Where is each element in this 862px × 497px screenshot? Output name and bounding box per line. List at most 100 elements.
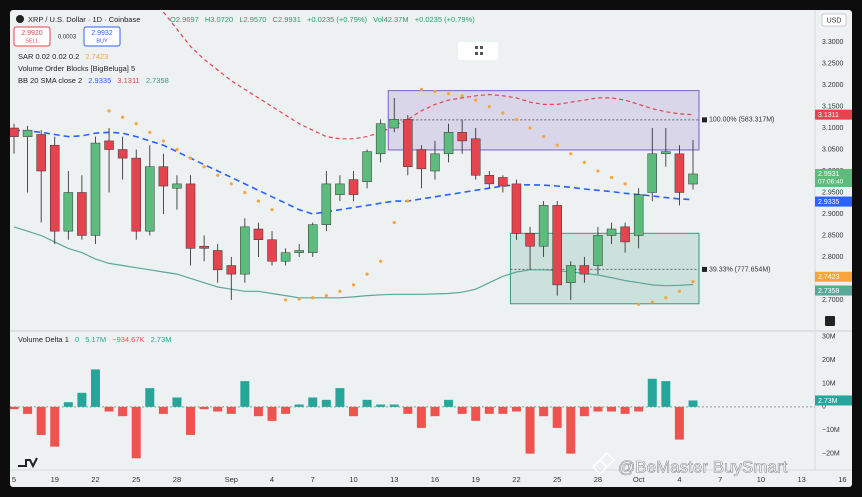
sar-dot <box>148 130 152 134</box>
volume-delta-bar <box>403 406 413 414</box>
candle-body <box>525 233 535 247</box>
volume-delta-bar <box>281 406 291 414</box>
volume-delta-bar <box>661 381 671 407</box>
volume-delta-bar <box>511 406 521 412</box>
volume-delta-bar <box>213 406 223 412</box>
stat: +0.0235 (+0.79%) <box>307 15 368 24</box>
stat: H3.0720 <box>205 15 233 24</box>
auto-scale-button[interactable] <box>825 316 835 326</box>
x-tick-label: 19 <box>472 475 480 484</box>
volume-delta-bar <box>416 406 426 428</box>
x-tick-label: 22 <box>91 475 99 484</box>
legend-value: 0 <box>75 335 79 344</box>
sar-dot <box>216 173 220 177</box>
candle-body <box>457 132 467 142</box>
y-tick-label: 3.2000 <box>822 82 844 89</box>
currency[interactable]: USD <box>827 17 842 24</box>
sell-button[interactable] <box>13 26 51 47</box>
sar-dot <box>392 220 396 225</box>
y-tick-label: 20M <box>822 357 836 364</box>
currency-button[interactable] <box>821 13 847 27</box>
ohlc-header: O2.9697 H3.0720 L2.9570 C2.9931 +0.0235 … <box>170 15 475 24</box>
y-tick-label: 10M <box>822 380 836 387</box>
sell-label[interactable]: SELL <box>25 38 38 44</box>
candle-body <box>321 183 332 225</box>
volume-delta-bar <box>226 406 236 414</box>
y-tick-label: 3.2500 <box>822 60 844 67</box>
watermark-logo <box>591 451 616 476</box>
sar-dot <box>460 94 464 98</box>
y-tick-label: 2.7000 <box>822 297 844 304</box>
sar-dot <box>582 160 586 165</box>
buy-price[interactable]: 2.9932 <box>91 30 113 37</box>
volume-delta-bar <box>552 406 562 428</box>
volume-delta-bar <box>321 399 331 407</box>
object-tree-button[interactable] <box>458 42 498 60</box>
volume-delta-bar <box>118 406 128 417</box>
volume-delta-bar <box>172 397 182 407</box>
volume-delta-bar <box>335 388 345 407</box>
candle-body <box>430 153 440 172</box>
sar-dot <box>474 98 478 102</box>
level-marker <box>702 117 707 123</box>
x-tick-label: 16 <box>838 475 846 484</box>
coin-icon <box>16 15 24 23</box>
candle-body <box>511 183 522 234</box>
sell-price[interactable]: 2.9920 <box>21 30 43 37</box>
band-line <box>13 129 694 215</box>
y-tick-label: 2.8500 <box>822 232 844 239</box>
candle-body <box>90 142 101 236</box>
volume-delta-bar <box>688 400 698 407</box>
volume-delta-bar <box>498 406 508 414</box>
volume-delta-bar <box>199 406 209 410</box>
sar-dot <box>297 297 301 301</box>
candle-body <box>633 194 644 236</box>
volume-delta-bar <box>10 406 19 410</box>
candle-body <box>647 153 658 193</box>
stat: O2.9697 <box>170 15 199 24</box>
sar-dot <box>161 139 165 143</box>
sar-dot <box>202 165 206 169</box>
candle-body <box>185 183 196 249</box>
tv-logo <box>18 457 38 469</box>
y-tick-label: 2.8000 <box>822 254 844 261</box>
volume-delta-bar <box>593 406 603 412</box>
volume-delta-bar <box>349 406 358 417</box>
volume-delta-bar <box>620 406 630 414</box>
sar-dot <box>134 122 138 126</box>
upper-badge-label: 3.1311 <box>818 112 839 119</box>
x-tick-label: 10 <box>349 475 357 484</box>
candle-body <box>226 265 237 275</box>
buy-button[interactable] <box>83 26 121 47</box>
volume-delta-bar <box>579 406 589 417</box>
volume-delta-bar <box>90 369 100 407</box>
candle-body <box>498 177 508 187</box>
volume-delta-bar <box>23 406 33 414</box>
volume-delta-bar <box>77 392 87 407</box>
y-tick-label: 30M <box>822 334 836 341</box>
legend-value: 2.7423 <box>85 52 108 61</box>
basis-badge <box>815 196 852 207</box>
order-block <box>509 232 700 305</box>
x-tick-label: 13 <box>390 475 398 484</box>
candle-body <box>49 144 60 232</box>
y-tick-label: 3.1500 <box>822 103 844 110</box>
x-tick-label: 4 <box>677 475 681 484</box>
x-tick-label: 13 <box>797 475 805 484</box>
sar-dot <box>637 302 641 306</box>
candle-body <box>661 151 671 155</box>
stat: +0.0235 (+0.79%) <box>415 15 476 24</box>
lower-badge <box>815 285 852 296</box>
level-marker <box>702 266 707 272</box>
x-tick-label: Sep <box>225 475 238 484</box>
candle-body <box>566 265 576 283</box>
buy-label[interactable]: BUY <box>96 38 108 44</box>
volume-delta-bar <box>186 406 196 435</box>
volume-delta-bar <box>50 406 60 447</box>
volume-delta-bar <box>389 404 399 407</box>
sar-dot <box>365 272 369 276</box>
legend-label: BB 20 SMA close 2 <box>18 76 82 85</box>
sar-dot <box>609 175 614 180</box>
volume-delta-bar <box>471 406 481 421</box>
volume-legend: Volume Delta 1 0 5.17M −934.67K 2.73M <box>18 335 171 344</box>
